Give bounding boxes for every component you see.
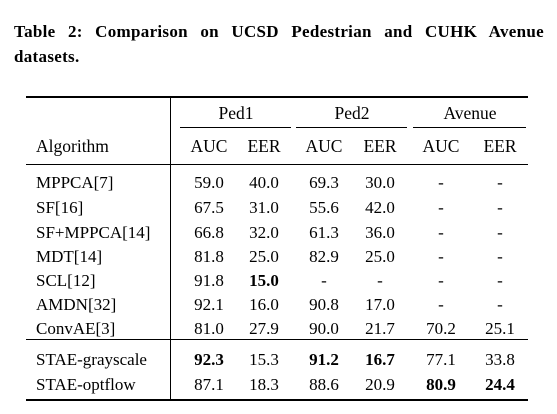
table-cell: - xyxy=(475,295,525,315)
subheader-auc: AUC xyxy=(299,136,349,156)
table-cell: 16.7 xyxy=(355,350,405,370)
header-rule xyxy=(26,164,528,165)
row-algorithm-label: MDT[14] xyxy=(36,247,102,267)
table-cell: 69.3 xyxy=(299,173,349,193)
group-header-ped2: Ped2 xyxy=(312,103,392,123)
subheader-eer: EER xyxy=(239,136,289,156)
group-header-avenue: Avenue xyxy=(430,103,510,123)
table-cell: - xyxy=(416,173,466,193)
table-cell: 55.6 xyxy=(299,198,349,218)
table-cell: - xyxy=(475,271,525,291)
table-cell: 15.0 xyxy=(239,271,289,291)
row-algorithm-label: SF[16] xyxy=(36,198,83,218)
table-cell: 59.0 xyxy=(184,173,234,193)
group-header-ped1: Ped1 xyxy=(196,103,276,123)
table-cell: - xyxy=(299,271,349,291)
table-caption: Table 2: Comparison on UCSD Pedestrian a… xyxy=(14,19,544,69)
table-cell: 90.0 xyxy=(299,319,349,339)
top-rule xyxy=(26,96,528,98)
row-algorithm-label: SF+MPPCA[14] xyxy=(36,223,150,243)
table-cell: 18.3 xyxy=(239,375,289,395)
table-cell: 70.2 xyxy=(416,319,466,339)
row-algorithm-label: STAE-optflow xyxy=(36,375,136,395)
table-cell: - xyxy=(416,271,466,291)
table-cell: - xyxy=(416,198,466,218)
table-cell: 33.8 xyxy=(475,350,525,370)
vertical-separator xyxy=(170,97,171,400)
table-cell: - xyxy=(416,247,466,267)
table-cell: 21.7 xyxy=(355,319,405,339)
table-cell: 30.0 xyxy=(355,173,405,193)
table-cell: 82.9 xyxy=(299,247,349,267)
group-underline-1 xyxy=(180,127,291,128)
table-cell: 92.1 xyxy=(184,295,234,315)
row-algorithm-label: SCL[12] xyxy=(36,271,96,291)
group-underline-2 xyxy=(296,127,407,128)
group-separator-rule xyxy=(26,339,528,340)
table-cell: 81.8 xyxy=(184,247,234,267)
table-cell: 31.0 xyxy=(239,198,289,218)
subheader-eer: EER xyxy=(475,136,525,156)
subheader-eer: EER xyxy=(355,136,405,156)
table-cell: 61.3 xyxy=(299,223,349,243)
table-cell: 16.0 xyxy=(239,295,289,315)
table-cell: 15.3 xyxy=(239,350,289,370)
table-cell: - xyxy=(475,173,525,193)
table-cell: 42.0 xyxy=(355,198,405,218)
subheader-auc: AUC xyxy=(184,136,234,156)
table-cell: 36.0 xyxy=(355,223,405,243)
table-cell: - xyxy=(475,223,525,243)
row-algorithm-label: ConvAE[3] xyxy=(36,319,115,339)
table-cell: - xyxy=(355,271,405,291)
bottom-rule xyxy=(26,399,528,401)
table-cell: 92.3 xyxy=(184,350,234,370)
table-cell: 77.1 xyxy=(416,350,466,370)
row-algorithm-label: STAE-grayscale xyxy=(36,350,147,370)
table-cell: 87.1 xyxy=(184,375,234,395)
table-cell: 91.2 xyxy=(299,350,349,370)
table-cell: - xyxy=(475,247,525,267)
table-cell: 81.0 xyxy=(184,319,234,339)
group-underline-3 xyxy=(413,127,526,128)
table-cell: 90.8 xyxy=(299,295,349,315)
table-cell: 40.0 xyxy=(239,173,289,193)
table-cell: - xyxy=(416,223,466,243)
table-cell: 91.8 xyxy=(184,271,234,291)
table-cell: - xyxy=(416,295,466,315)
table-cell: 80.9 xyxy=(416,375,466,395)
table-cell: 25.0 xyxy=(355,247,405,267)
row-algorithm-label: AMDN[32] xyxy=(36,295,116,315)
table-cell: 20.9 xyxy=(355,375,405,395)
table-cell: 17.0 xyxy=(355,295,405,315)
table-cell: - xyxy=(475,198,525,218)
table-cell: 25.0 xyxy=(239,247,289,267)
table-cell: 25.1 xyxy=(475,319,525,339)
table-cell: 67.5 xyxy=(184,198,234,218)
subheader-auc: AUC xyxy=(416,136,466,156)
table-cell: 24.4 xyxy=(475,375,525,395)
table-cell: 66.8 xyxy=(184,223,234,243)
table-cell: 27.9 xyxy=(239,319,289,339)
algorithm-header: Algorithm xyxy=(36,136,109,156)
table-cell: 32.0 xyxy=(239,223,289,243)
table-cell: 88.6 xyxy=(299,375,349,395)
row-algorithm-label: MPPCA[7] xyxy=(36,173,113,193)
